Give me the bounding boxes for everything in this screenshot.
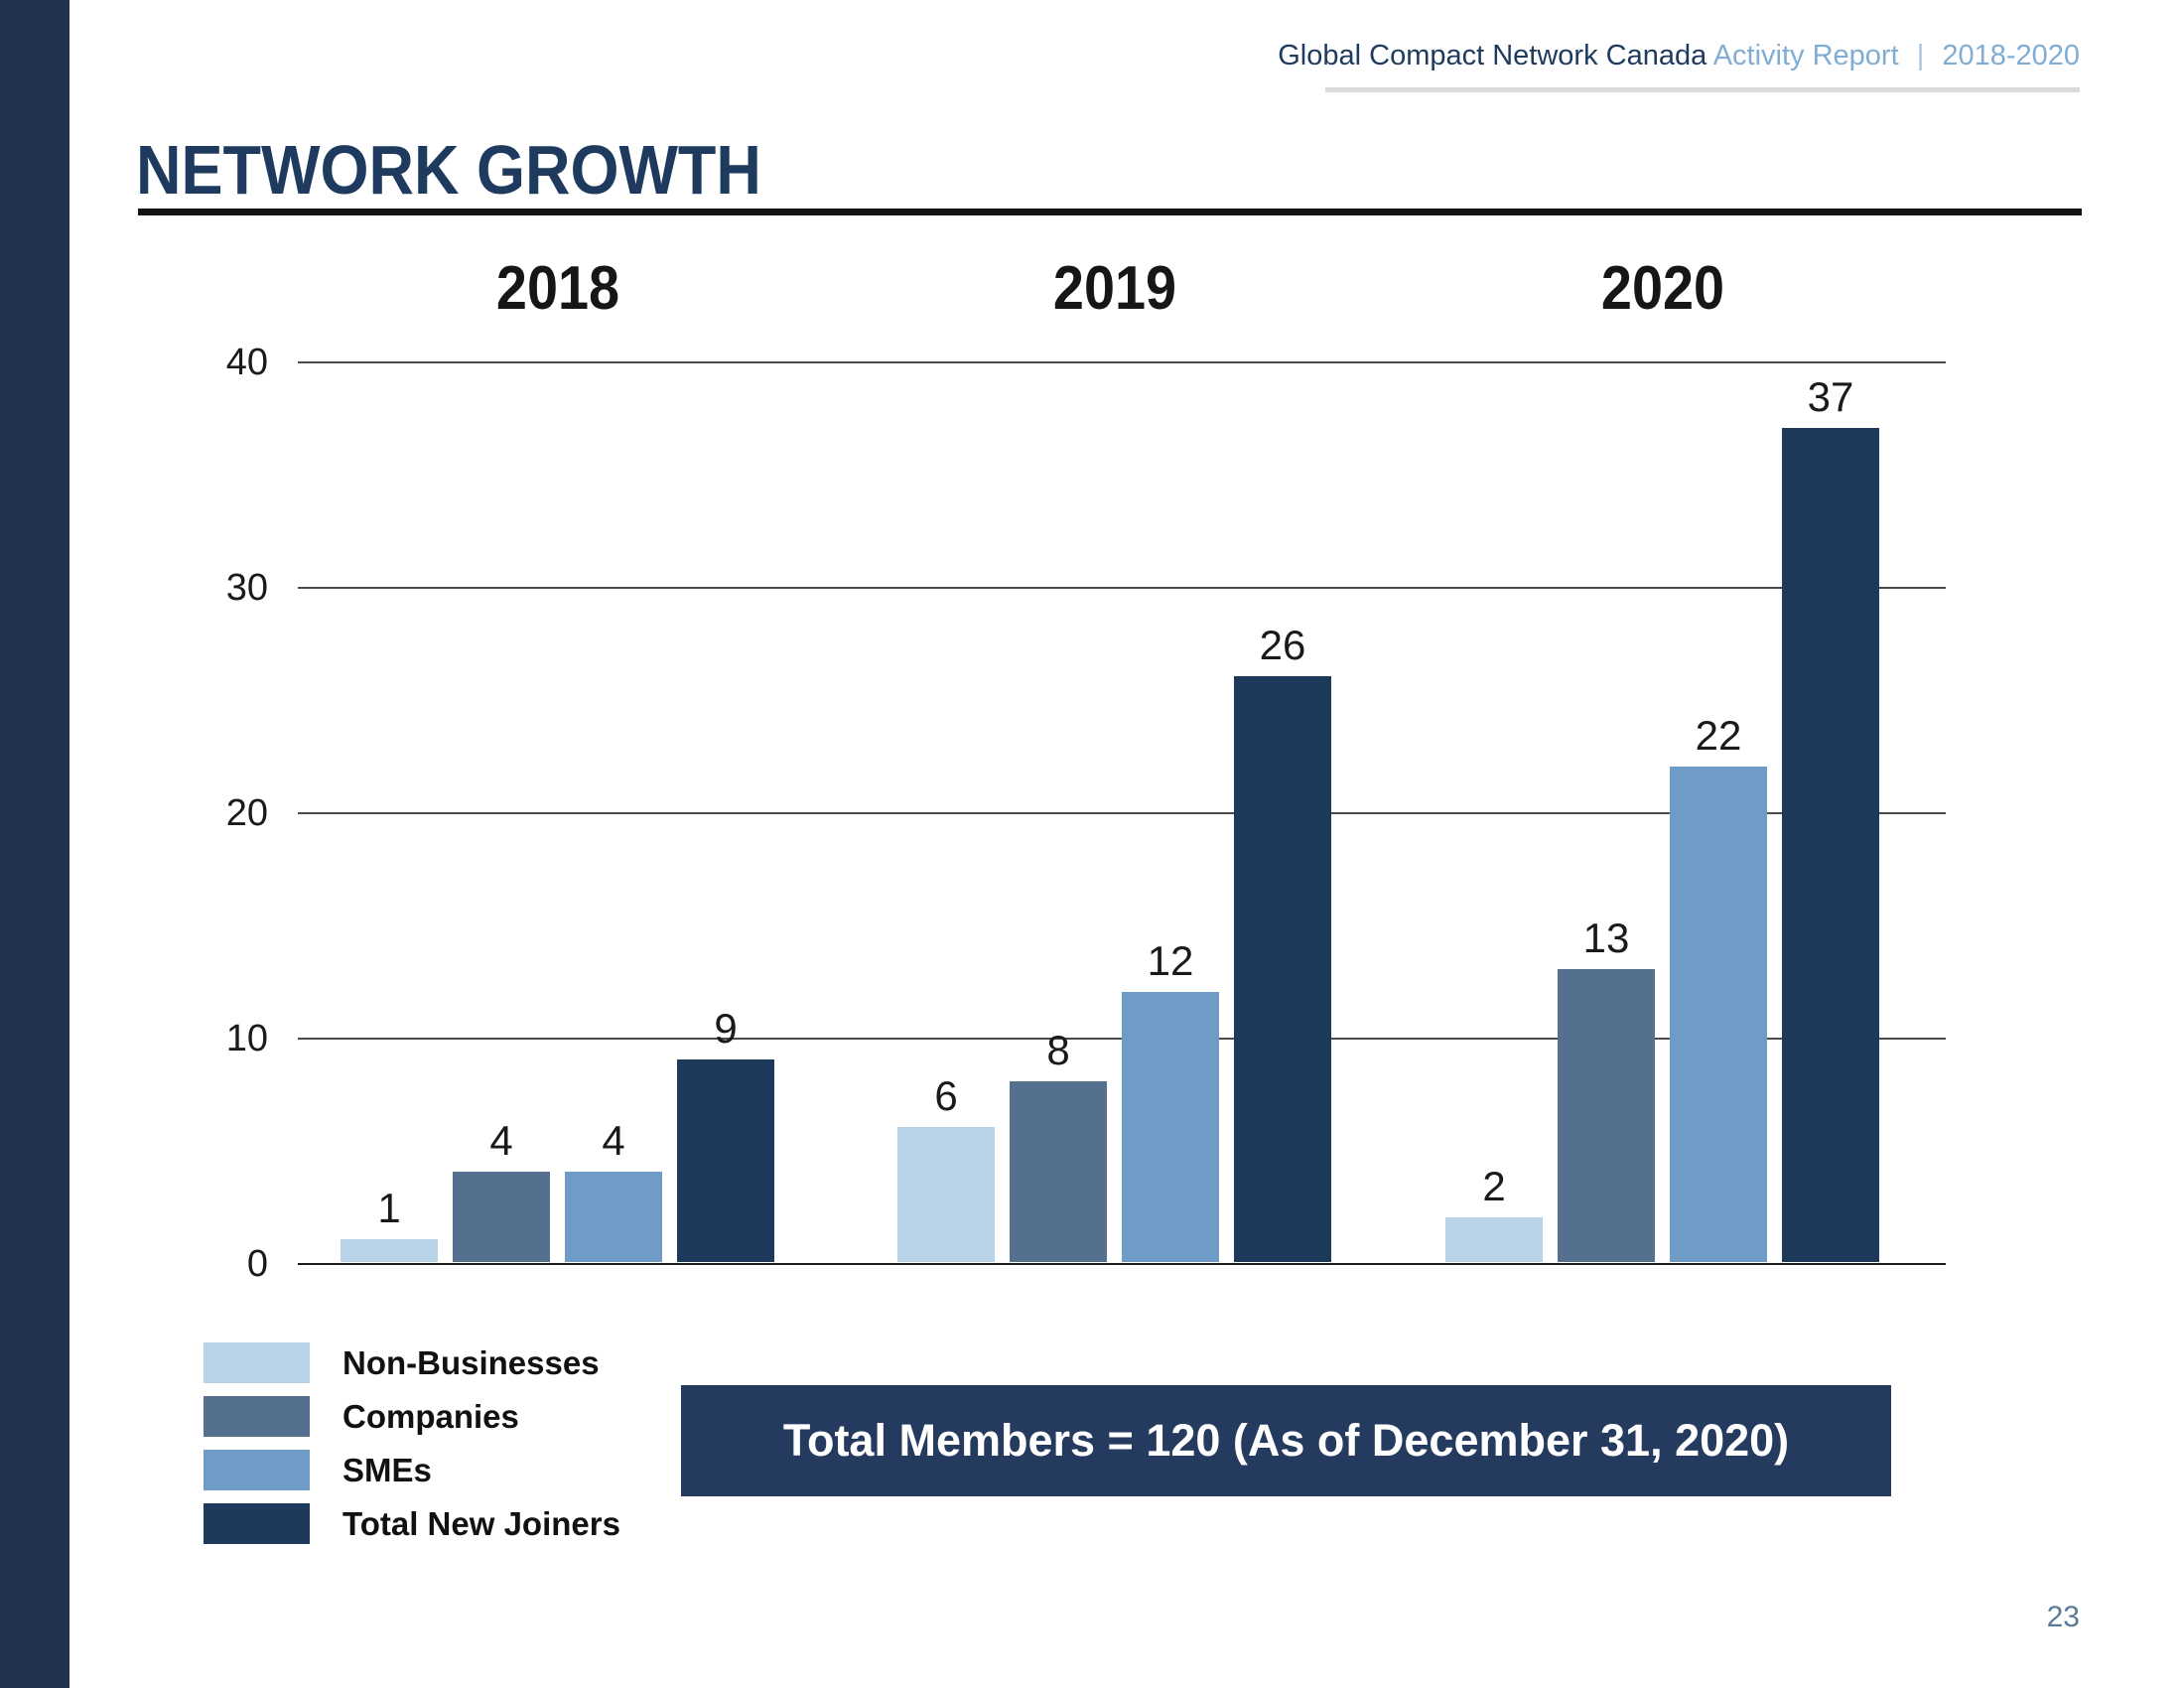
y-axis-tick-label: 10 xyxy=(225,1018,268,1059)
y-axis-tick-label: 40 xyxy=(225,342,268,383)
header-date-range: 2018-2020 xyxy=(1942,40,2080,71)
y-axis-tick-label: 0 xyxy=(246,1243,268,1285)
bar-2019-companies: 8 xyxy=(1010,1030,1107,1262)
legend-label: Companies xyxy=(342,1397,519,1435)
bar-value-label: 13 xyxy=(1582,914,1630,961)
bar-value-label: 1 xyxy=(377,1185,401,1232)
bar-value-label: 9 xyxy=(714,1004,738,1052)
year-label: 2019 xyxy=(1052,254,1176,323)
gridline xyxy=(298,587,1946,589)
header-underline xyxy=(1325,87,2080,92)
y-axis-tick-label: 30 xyxy=(225,567,268,609)
legend-label: Non-Businesses xyxy=(342,1343,600,1381)
legend-item-smes: SMEs xyxy=(204,1450,620,1490)
bar-2019-smes: 12 xyxy=(1122,939,1219,1262)
header-separator: | xyxy=(1916,40,1925,71)
bar-2018-non-businesses: 1 xyxy=(341,1188,438,1262)
legend-swatch-companies xyxy=(204,1396,310,1437)
chart-legend: Non-Businesses Companies SMEs Total New Joi… xyxy=(204,1342,620,1544)
bar-value-label: 4 xyxy=(602,1117,625,1165)
legend-item-total-new-joiners: Total New Joiners xyxy=(204,1503,620,1544)
y-axis-tick-label: 20 xyxy=(225,792,268,834)
legend-swatch-non-businesses xyxy=(204,1342,310,1383)
legend-item-non-businesses: Non-Businesses xyxy=(204,1342,620,1383)
bar-chart-plot-area: 0 10 20 30 40 2018 1 4 4 9 2019 6 8 12 26 2020 2 13 22 37 xyxy=(226,258,1946,1285)
bar-2020-smes: 22 xyxy=(1670,714,1767,1262)
legend-item-companies: Companies xyxy=(204,1396,620,1437)
total-members-label: Total Members = 120 (As of December 31, … xyxy=(782,1415,1790,1466)
bar-2018-total-new-joiners: 9 xyxy=(677,1007,774,1262)
bar-2018-companies: 4 xyxy=(453,1120,550,1262)
bar-2020-total-new-joiners: 37 xyxy=(1782,376,1879,1262)
year-label: 2020 xyxy=(1600,254,1724,323)
gridline xyxy=(298,812,1946,814)
bar-2020-non-businesses: 2 xyxy=(1445,1165,1543,1262)
x-axis-baseline xyxy=(298,1263,1946,1265)
bar-value-label: 22 xyxy=(1695,711,1742,759)
total-members-banner: Total Members = 120 (As of December 31, … xyxy=(681,1385,1891,1496)
year-label: 2018 xyxy=(495,254,619,323)
legend-swatch-smes xyxy=(204,1450,310,1490)
bar-group-2020: 2 13 22 37 xyxy=(1445,376,1879,1262)
gridline xyxy=(298,361,1946,363)
bar-value-label: 6 xyxy=(934,1071,958,1119)
left-margin-band xyxy=(0,0,69,1688)
bar-value-label: 26 xyxy=(1259,621,1306,668)
bar-2019-non-businesses: 6 xyxy=(897,1074,995,1262)
bar-group-2018: 1 4 4 9 xyxy=(341,1007,774,1262)
bar-2020-companies: 13 xyxy=(1558,916,1655,1262)
bar-value-label: 2 xyxy=(1482,1162,1506,1209)
bar-2018-smes: 4 xyxy=(565,1120,662,1262)
header-report-label: Activity Report xyxy=(1712,40,1899,71)
legend-label: SMEs xyxy=(342,1451,432,1488)
bar-value-label: 37 xyxy=(1807,373,1854,421)
legend-label: Total New Joiners xyxy=(342,1504,620,1542)
title-rule xyxy=(138,209,2082,215)
bar-group-2019: 6 8 12 26 xyxy=(897,624,1331,1262)
legend-swatch-total-new-joiners xyxy=(204,1503,310,1544)
bar-value-label: 4 xyxy=(489,1117,513,1165)
bar-2019-total-new-joiners: 26 xyxy=(1234,624,1331,1262)
bar-value-label: 12 xyxy=(1147,936,1194,984)
header-brand: Global Compact Network Canada xyxy=(1278,40,1707,71)
report-header: Global Compact Network Canada Activity R… xyxy=(1278,40,2080,72)
page-number: 23 xyxy=(2046,1601,2080,1633)
bar-value-label: 8 xyxy=(1046,1027,1070,1074)
page-title: NETWORK GROWTH xyxy=(136,131,761,209)
